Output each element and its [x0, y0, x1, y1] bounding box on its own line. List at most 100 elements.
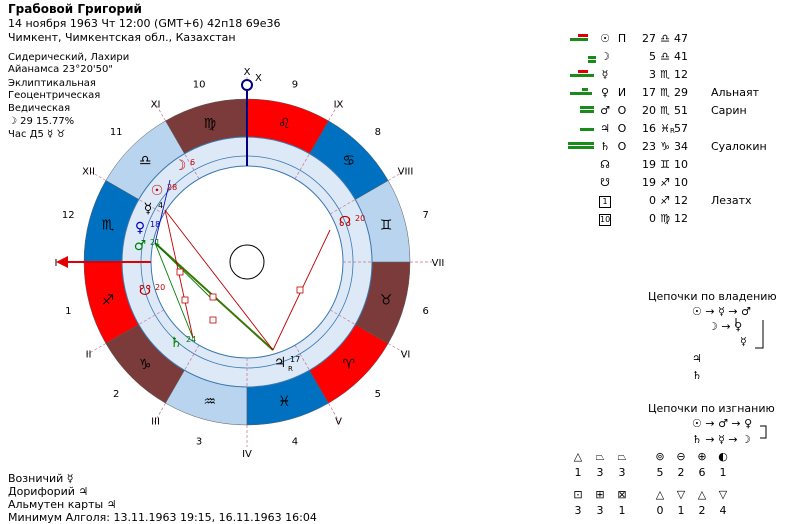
planet-row: ♃ О 16 ♓ 57 R	[566, 122, 786, 140]
dignity-bar	[580, 128, 594, 131]
house-cusp-line	[387, 343, 408, 355]
planet-degree: 0	[649, 212, 656, 225]
dignity-bars	[566, 52, 596, 66]
house-cusp-label: V	[335, 416, 342, 427]
lunar-station-name: Суалокин	[711, 140, 767, 153]
planetary-hour: Час Д5 ☿ ♉	[8, 129, 66, 140]
aspect-count: 5	[656, 466, 664, 479]
house-cusp-label: II	[86, 350, 92, 361]
planet-degree: 0	[649, 194, 656, 207]
zodiac-sign: ♎	[660, 32, 670, 45]
aspect-count: 3	[618, 466, 626, 479]
planet-glyph: ☊	[339, 214, 351, 230]
planet-state: И	[617, 86, 627, 99]
aspect-square-marker	[176, 268, 184, 276]
planet-degree: 20	[155, 283, 165, 292]
sign-number: 6	[423, 306, 429, 317]
aspect-symbol: ⏢	[617, 450, 627, 463]
house-cusp-line	[387, 169, 408, 181]
zodiac-sign: ♓	[660, 122, 670, 135]
aspect-count: 2	[698, 504, 706, 517]
planet-symbol: ♃	[600, 122, 610, 135]
sign-number: 3	[196, 437, 202, 448]
natal-chart-wheel: ♐ ♑ ♒ ♓ ♈ ♉ ♊ ♋ ♌ ♍ ♎ ♏ I 1 II 2 III 3 IV 4 V 5 VI 6 VII 7 VIII 8 IX…	[55, 67, 445, 460]
planet-degree: 27	[642, 32, 656, 45]
house-cusp-label: IX	[334, 100, 344, 111]
midheaven-label: X	[255, 73, 262, 84]
planet-row: ☿ 3 ♏ 12	[566, 68, 786, 86]
exile-chains-title: Цепочки по изгнанию	[648, 402, 775, 415]
lunar-station-name: Альнаят	[711, 86, 759, 99]
planet-state: О	[617, 140, 627, 153]
aspect-count: 1	[677, 504, 685, 517]
sign-glyph: ♓	[278, 394, 291, 410]
planet-degree: 16	[642, 122, 656, 135]
aspect-count: 3	[596, 466, 604, 479]
house-cusp-label: I	[55, 258, 58, 269]
planet-minutes: 57	[674, 122, 688, 135]
house-cusp-label: X	[244, 67, 251, 78]
planet-symbol: ☽	[600, 50, 610, 63]
aspect-symbol: ◐	[718, 450, 728, 463]
planet-minutes: 34	[674, 140, 688, 153]
dignity-bar	[588, 56, 596, 59]
aspect-symbol: △	[697, 488, 707, 501]
planet-degree: 20	[355, 214, 365, 223]
aspect-line-sextile	[154, 242, 214, 301]
exile-chain-connector	[760, 425, 767, 439]
dignity-bar	[570, 74, 594, 77]
planet-symbol: ☿	[601, 68, 609, 81]
owner-chain-extra: ♄	[692, 369, 702, 382]
planet-minutes: 12	[674, 68, 688, 81]
planet-degree: 19	[642, 176, 656, 189]
midheaven-marker	[241, 79, 253, 91]
aspect-count: 6	[698, 466, 706, 479]
planet-row: ♄ О 23 ♑ 34 Суалокин	[566, 140, 786, 158]
planet-row: ♂ О 20 ♏ 51 Сарин	[566, 104, 786, 122]
aspect-symbol: ⏢	[595, 450, 605, 463]
zodiac-sign: ♏	[660, 104, 670, 117]
sign-glyph: ♎	[139, 153, 152, 169]
cusp-number: 1	[599, 196, 611, 208]
dignity-bars	[566, 196, 596, 210]
planet-row: ☊ 19 ♊ 10	[566, 158, 786, 176]
sign-number: 7	[423, 210, 429, 221]
aspect-symbol: ▽	[676, 488, 686, 501]
planet-degree: 23	[642, 140, 656, 153]
planet-degree: 28	[167, 183, 177, 192]
planet-degree: 19	[642, 158, 656, 171]
house-cusp-label: IV	[242, 449, 252, 460]
zodiac-sign: ♏	[660, 68, 670, 81]
aspect-line-square	[164, 209, 274, 351]
meta-line: Айанамса 23°20'50"	[8, 64, 114, 75]
owner-chains-title: Цепочки по владению	[648, 290, 777, 303]
planet-symbol: ☉	[600, 32, 610, 45]
aspect-square-marker	[296, 286, 304, 294]
meta-line: Сидерический, Лахири	[8, 52, 130, 63]
house-cusp-label: VI	[401, 350, 411, 361]
lunar-station-name: Лезатх	[711, 194, 752, 207]
aspect-count: 0	[656, 504, 664, 517]
aspect-symbol: △	[655, 488, 665, 501]
moon-phase: ☽ 29 15.77%	[8, 116, 75, 127]
aspect-symbol: ⊖	[676, 450, 686, 463]
aspect-count: 3	[596, 504, 604, 517]
planet-row: 10 0 ♍ 12	[566, 212, 786, 230]
planet-symbol: ♀	[600, 86, 610, 99]
zodiac-sign: ♍	[660, 212, 670, 225]
house-cusp-line	[86, 169, 107, 181]
dignity-bar	[588, 60, 596, 63]
house-cusp-box: 10	[598, 212, 612, 226]
retrograde-mark: R	[670, 127, 675, 135]
planet-symbol: ♂	[600, 104, 610, 117]
planet-glyph: ☋	[139, 283, 151, 299]
house-cusp-line	[86, 343, 107, 355]
aspect-symbol: ⊚	[655, 450, 665, 463]
dignity-bar	[578, 34, 588, 37]
aspect-square-marker	[209, 293, 217, 301]
house-cusp-label: XI	[151, 100, 161, 111]
owner-chain-row: ☿	[740, 335, 747, 348]
aspect-symbol: ▽	[718, 488, 728, 501]
owner-chain-extra: ♃	[692, 352, 702, 365]
dignity-bar	[570, 38, 588, 41]
